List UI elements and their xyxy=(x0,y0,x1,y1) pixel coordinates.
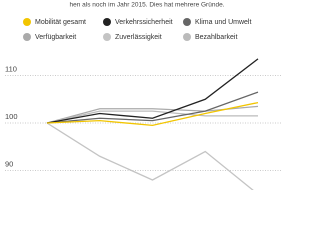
legend-label: Verkehrssicherheit xyxy=(115,19,173,26)
chart: hen als noch im Jahr 2015. Dies hat mehr… xyxy=(5,2,282,190)
legend-swatch xyxy=(23,18,31,26)
y-tick-label: 110 xyxy=(5,64,17,73)
legend-swatch xyxy=(183,33,191,41)
legend-label: Verfügbarkeit xyxy=(35,34,76,41)
legend-label: Klima und Umwelt xyxy=(195,19,251,26)
legend-swatch xyxy=(103,18,111,26)
series-line xyxy=(46,110,258,124)
series-line xyxy=(46,58,259,124)
legend-swatch xyxy=(183,18,191,26)
y-tick-label: 100 xyxy=(5,112,18,121)
legend-label: Mobilität gesamt xyxy=(35,19,86,26)
legend-label: Zuverlässigkeit xyxy=(115,34,162,41)
y-tick-label: 90 xyxy=(5,159,13,168)
series-line xyxy=(46,122,254,190)
series-line xyxy=(46,91,259,124)
series-line xyxy=(46,101,259,127)
legend-swatch xyxy=(103,33,111,41)
legend-label: Bezahlbarkeit xyxy=(195,34,237,41)
legend-swatch xyxy=(23,33,31,41)
subtitle: hen als noch im Jahr 2015. Dies hat mehr… xyxy=(69,2,224,9)
